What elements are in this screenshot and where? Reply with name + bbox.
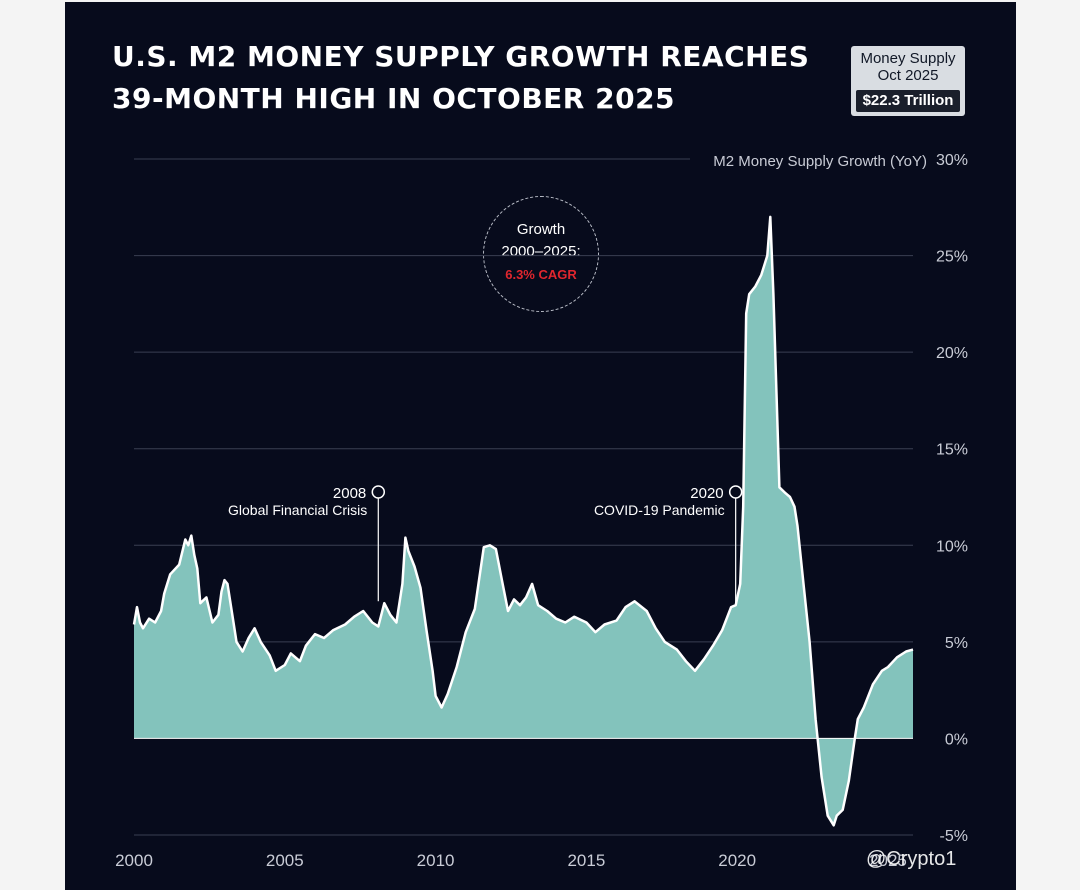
- x-tick-label: 2010: [417, 851, 455, 870]
- badge-date: Oct 2025: [877, 67, 939, 84]
- money-supply-badge: Money Supply Oct 2025 $22.3 Trillion: [851, 46, 965, 116]
- annotation-year: 2008: [333, 485, 366, 502]
- page-title: U.S. M2 MONEY SUPPLY GROWTH REACHES 39-M…: [112, 36, 812, 120]
- y-tick-label: -5%: [940, 828, 968, 845]
- y-tick-label: 0%: [945, 731, 968, 748]
- series-line: [132, 215, 914, 827]
- title-line-1: U.S. M2 MONEY SUPPLY GROWTH REACHES: [112, 40, 810, 73]
- badge-value: $22.3 Trillion: [856, 90, 960, 112]
- watermark: @Crypto1: [866, 848, 957, 870]
- annotation-marker: [728, 485, 743, 499]
- badge-label: Money Supply: [860, 50, 956, 67]
- y-tick-label: 30%: [936, 152, 968, 169]
- y-tick-label: 15%: [936, 442, 968, 459]
- y-tick-label: 25%: [936, 249, 968, 266]
- y-tick-label: 5%: [945, 635, 968, 652]
- annotation-year: 2020: [690, 485, 723, 502]
- area-layer: [132, 215, 914, 827]
- title-line-2: 39-MONTH HIGH IN OCTOBER 2025: [112, 82, 676, 115]
- axis-layer: -5% 0% 5% 10% 15% 20% 25% 30% 2000 2005 2010 2015 20…: [115, 152, 968, 870]
- x-tick-label: 2000: [115, 851, 153, 870]
- cagr-value: 6.3% CAGR: [505, 267, 577, 282]
- y-tick-label: 20%: [936, 345, 968, 362]
- annotation-marker: [371, 485, 386, 499]
- x-tick-label: 2020: [718, 851, 756, 870]
- x-tick-label: 2015: [567, 851, 605, 870]
- annotation-label: COVID-19 Pandemic: [594, 502, 725, 518]
- annotation-label: Global Financial Crisis: [228, 502, 367, 518]
- x-tick-label: 2005: [266, 851, 304, 870]
- cagr-label: Growth: [516, 221, 566, 238]
- x-tick-label: 2025: [869, 851, 907, 870]
- series-label: M2 Money Supply Growth (YoY): [713, 153, 927, 170]
- area-fill: [134, 216, 913, 826]
- y-tick-label: 10%: [936, 538, 968, 555]
